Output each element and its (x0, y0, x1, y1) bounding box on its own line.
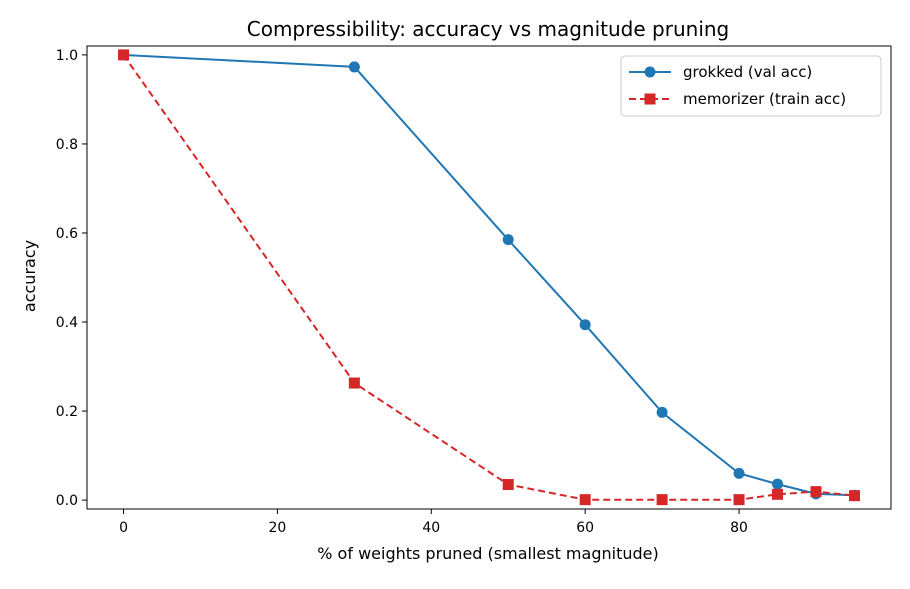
y-tick-label: 0.0 (56, 493, 78, 509)
series-layer (118, 49, 860, 506)
data-point (772, 488, 784, 500)
data-point (348, 61, 360, 73)
data-point (656, 406, 668, 418)
data-point (772, 478, 784, 490)
x-axis-label: % of weights pruned (smallest magnitude) (317, 544, 658, 563)
legend-label: grokked (val acc) (683, 63, 812, 81)
legend-marker (644, 93, 656, 105)
legend-box (620, 55, 882, 117)
x-tick-label: 40 (422, 520, 440, 536)
data-point (848, 490, 860, 502)
legend-marker (644, 66, 656, 78)
y-tick-label: 0.6 (56, 226, 78, 242)
data-point (810, 486, 822, 498)
y-tick-label: 0.8 (56, 137, 78, 153)
legend-label: memorizer (train acc) (683, 90, 846, 108)
x-tick-label: 60 (576, 520, 594, 536)
y-tick-label: 1.0 (56, 48, 78, 64)
data-point (502, 234, 514, 246)
x-tick-label: 0 (119, 520, 128, 536)
data-point (118, 49, 130, 61)
legend: grokked (val acc) memorizer (train acc) (620, 55, 882, 117)
data-point (579, 319, 591, 331)
y-axis-label: accuracy (20, 240, 39, 312)
x-tick-label: 20 (269, 520, 287, 536)
series-memorizer (118, 49, 860, 506)
y-tick-label: 0.4 (56, 315, 78, 331)
data-point (656, 494, 668, 506)
data-point (733, 467, 745, 479)
chart-title: Compressibility: accuracy vs magnitude p… (247, 17, 730, 41)
data-point (579, 494, 591, 506)
data-point (733, 494, 745, 506)
y-tick-label: 0.2 (56, 404, 78, 420)
plot-frame (86, 45, 892, 510)
data-point (348, 377, 360, 389)
data-point (502, 479, 514, 491)
axes: 0 20 40 60 80 0.0 0.2 0.4 0.6 0.8 1.0 (56, 45, 892, 536)
x-tick-label: 80 (730, 520, 748, 536)
